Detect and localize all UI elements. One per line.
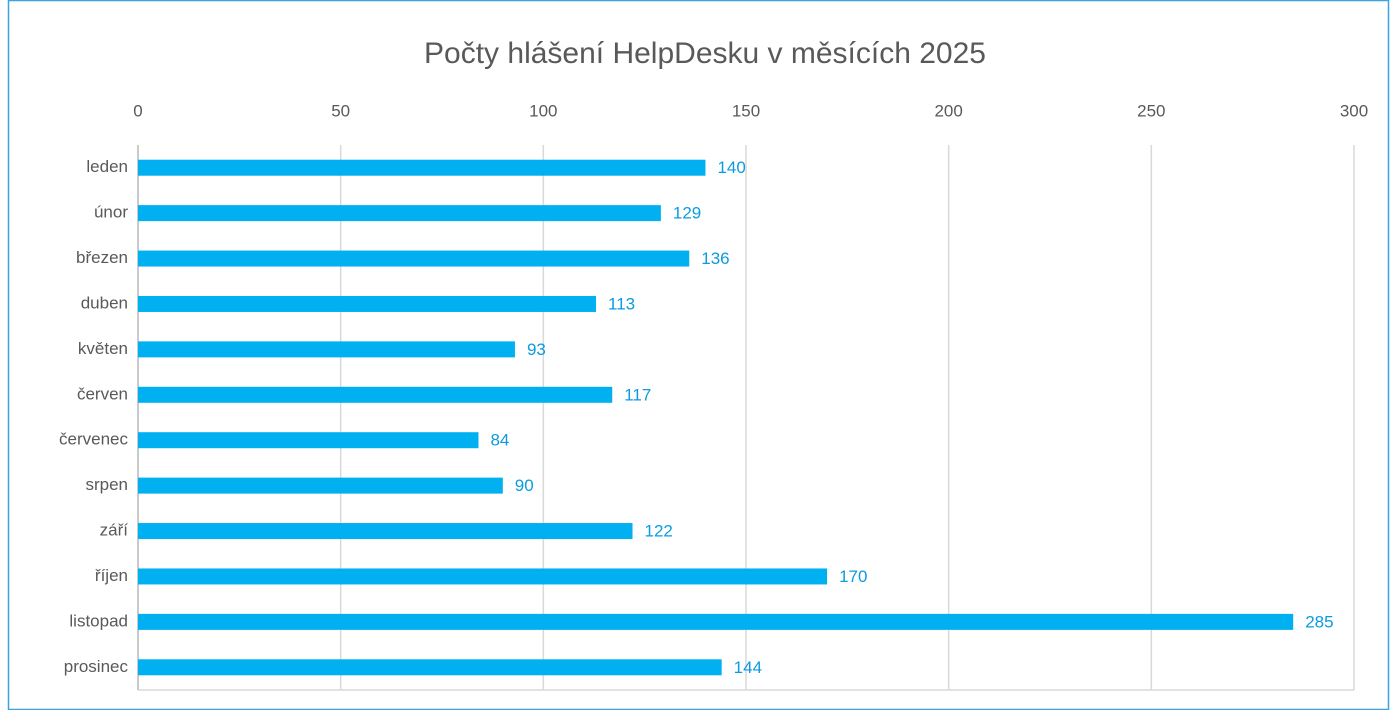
bar [138, 613, 1294, 630]
chart-title: Počty hlášení HelpDesku v měsících 2025 [424, 37, 986, 70]
x-tick-label: 100 [529, 101, 557, 120]
x-tick-label: 50 [331, 101, 350, 120]
data-label: 144 [734, 658, 762, 677]
y-tick-label: leden [86, 157, 128, 176]
bar [138, 432, 479, 449]
y-tick-label: duben [81, 293, 128, 312]
data-label: 285 [1305, 612, 1333, 631]
data-label: 170 [839, 567, 867, 586]
x-tick-label: 0 [133, 101, 142, 120]
bar [138, 250, 690, 267]
data-label: 122 [645, 522, 673, 541]
y-tick-label: únor [94, 203, 128, 222]
y-tick-label: září [100, 521, 129, 540]
bar [138, 659, 722, 676]
bar [138, 568, 828, 585]
x-tick-label: 200 [934, 101, 962, 120]
bar [138, 159, 706, 176]
y-tick-label: srpen [85, 475, 128, 494]
data-label: 93 [527, 340, 546, 359]
data-label: 117 [624, 385, 651, 404]
x-tick-label: 250 [1137, 101, 1165, 120]
y-tick-label: listopad [69, 611, 128, 630]
y-tick-label: červen [77, 384, 128, 403]
bar [138, 477, 503, 494]
data-label: 136 [701, 249, 729, 268]
y-tick-label: květen [78, 339, 128, 358]
bar [138, 341, 515, 358]
bar [138, 523, 633, 540]
bar [138, 386, 613, 403]
y-tick-label: březen [76, 248, 128, 267]
y-tick-label: červenec [59, 430, 128, 449]
data-label: 90 [515, 476, 534, 495]
x-tick-label: 150 [732, 101, 760, 120]
y-tick-label: říjen [95, 566, 128, 585]
data-label: 84 [490, 431, 509, 450]
bar [138, 205, 661, 222]
data-label: 129 [673, 204, 701, 223]
data-label: 113 [608, 294, 635, 313]
data-label: 140 [717, 158, 745, 177]
bar [138, 295, 597, 312]
y-tick-label: prosinec [64, 657, 129, 676]
x-tick-label: 300 [1340, 101, 1368, 120]
